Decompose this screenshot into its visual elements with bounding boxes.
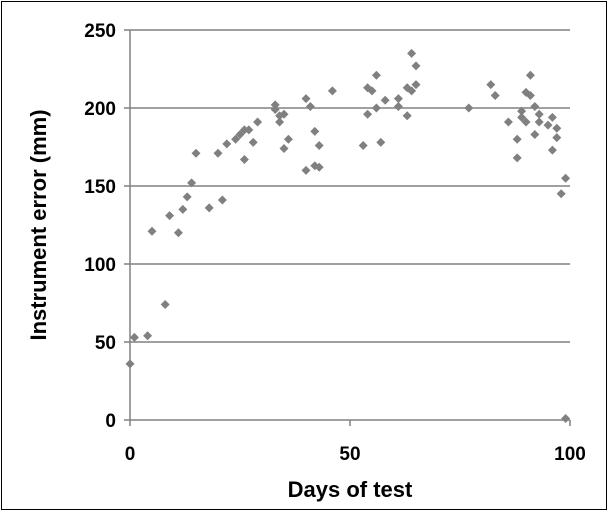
data-point <box>534 117 544 127</box>
data-point <box>490 91 500 101</box>
data-point <box>552 123 562 133</box>
data-point <box>367 86 377 96</box>
data-point <box>248 137 258 147</box>
data-point <box>371 103 381 113</box>
gridlines <box>130 29 570 343</box>
data-point <box>217 195 227 205</box>
data-point <box>512 134 522 144</box>
data-point <box>561 173 571 183</box>
x-tick-labels: 0 50 100 <box>125 420 586 465</box>
data-point <box>358 140 368 150</box>
data-point <box>235 130 245 140</box>
data-point <box>327 86 337 96</box>
data-point <box>310 126 320 136</box>
data-point <box>305 101 315 111</box>
data-point <box>407 86 417 96</box>
data-point <box>561 413 571 423</box>
data-point <box>517 106 527 116</box>
x-axis-title: Days of test <box>288 477 413 502</box>
data-point <box>407 48 417 58</box>
data-point <box>275 117 285 127</box>
data-point <box>270 105 280 115</box>
y-tick-label: 250 <box>84 21 116 42</box>
data-point <box>279 144 289 154</box>
data-point <box>253 117 263 127</box>
data-point <box>178 204 188 214</box>
data-point <box>125 359 135 369</box>
data-point <box>165 211 175 221</box>
data-point <box>314 162 324 172</box>
data-point <box>213 148 223 158</box>
data-point <box>363 109 373 119</box>
data-point <box>411 80 421 90</box>
data-point <box>270 100 280 110</box>
data-point <box>147 226 157 236</box>
data-point <box>239 154 249 164</box>
data-point <box>393 101 403 111</box>
data-point <box>301 165 311 175</box>
data-point <box>503 117 513 127</box>
data-point <box>129 332 139 342</box>
y-tick-label: 50 <box>95 333 116 354</box>
data-point <box>464 103 474 113</box>
data-point <box>517 112 527 122</box>
data-point <box>222 139 232 149</box>
data-point <box>371 70 381 80</box>
x-tick-label: 0 <box>125 444 136 465</box>
y-tick-label: 150 <box>84 177 116 198</box>
data-point <box>543 120 553 130</box>
data-point <box>204 203 214 213</box>
x-tick-label: 100 <box>554 444 586 465</box>
data-point <box>283 134 293 144</box>
y-tick-label: 0 <box>105 411 116 432</box>
y-tick-label: 100 <box>84 255 116 276</box>
data-point <box>393 94 403 104</box>
data-point <box>301 94 311 104</box>
data-point <box>411 61 421 71</box>
data-point <box>187 178 197 188</box>
y-axis-title: Instrument error (mm) <box>26 109 51 340</box>
data-point <box>530 101 540 111</box>
data-point <box>402 111 412 121</box>
data-point <box>547 145 557 155</box>
data-point <box>512 153 522 163</box>
data-point <box>547 112 557 122</box>
data-points <box>125 48 571 423</box>
data-point <box>143 331 153 341</box>
data-point <box>521 117 531 127</box>
y-tick-label: 200 <box>84 99 116 120</box>
data-point <box>530 130 540 140</box>
data-point <box>173 228 183 238</box>
y-tick-labels: 0 50 100 150 200 250 <box>84 21 130 432</box>
data-point <box>182 192 192 202</box>
data-point <box>160 300 170 310</box>
data-point <box>380 95 390 105</box>
data-point <box>244 125 254 135</box>
data-point <box>191 148 201 158</box>
data-point <box>556 189 566 199</box>
data-point <box>376 137 386 147</box>
data-point <box>231 134 241 144</box>
data-point <box>552 133 562 143</box>
data-point <box>279 109 289 119</box>
data-point <box>314 140 324 150</box>
data-point <box>525 70 535 80</box>
data-point <box>534 109 544 119</box>
data-point <box>486 80 496 90</box>
x-tick-label: 50 <box>339 444 360 465</box>
data-point <box>525 91 535 101</box>
